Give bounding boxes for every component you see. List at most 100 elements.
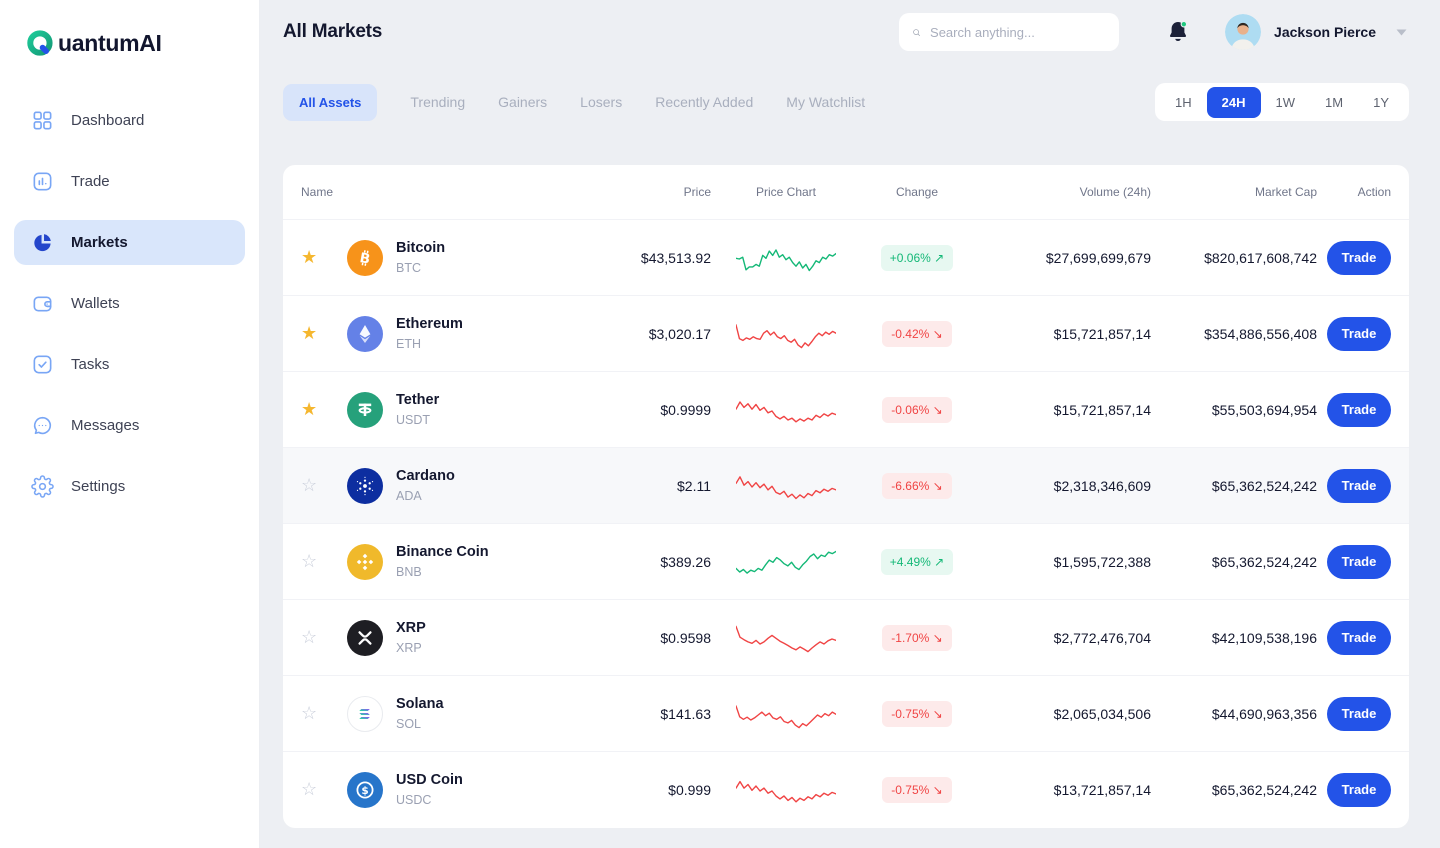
price-sparkline (711, 388, 861, 432)
coin-name: Bitcoin (396, 240, 446, 256)
column-header-name: Name (301, 185, 334, 199)
svg-text:B: B (358, 250, 371, 268)
time-filter-1h[interactable]: 1H (1160, 87, 1207, 118)
svg-text:$: $ (361, 784, 368, 796)
favorite-star-icon[interactable]: ☆ (301, 626, 318, 647)
sidebar-item-messages[interactable]: Messages (14, 403, 245, 448)
table-row[interactable]: ☆ Solana SOL $141.63 -0.75% ↘ $2,065,034… (283, 675, 1409, 751)
price-value: $0.9999 (660, 401, 711, 418)
price-sparkline (711, 540, 861, 584)
favorite-star-icon[interactable]: ★ (301, 322, 318, 343)
sidebar-item-label: Markets (71, 234, 128, 251)
market-cap-value: $65,362,524,242 (1211, 781, 1317, 798)
table-row[interactable]: ★ B Bitcoin BTC $43,513.92 +0.06% ↗ $27,… (283, 219, 1409, 295)
solana-icon (347, 695, 383, 732)
volume-value: $15,721,857,14 (1053, 325, 1151, 342)
tasks-icon (33, 355, 52, 374)
market-cap-value: $42,109,538,196 (1211, 629, 1317, 646)
price-value: $0.999 (668, 781, 711, 798)
table-row[interactable]: ☆ Cardano ADA $2.11 -6.66% ↘ $2,318,346,… (283, 447, 1409, 523)
tab-trending[interactable]: Trending (410, 94, 466, 110)
avatar (1225, 14, 1262, 50)
cardano-icon (347, 467, 383, 504)
tab-all-assets[interactable]: All Assets (283, 83, 378, 121)
table-row[interactable]: ☆ $ USD Coin USDC $0.999 -0.75% ↘ $13,72… (283, 751, 1409, 827)
change-badge: -0.42% ↘ (882, 320, 952, 347)
market-cap-value: $65,362,524,242 (1211, 477, 1317, 494)
time-filter-group: 1H 24H 1W 1M 1Y (1155, 83, 1409, 121)
price-sparkline (711, 692, 861, 736)
table-row[interactable]: ☆ Binance Coin BNB $389.26 +4.49% ↗ $1,5… (283, 523, 1409, 599)
favorite-star-icon[interactable]: ★ (301, 246, 318, 267)
column-header-market-cap: Market Cap (1254, 185, 1317, 199)
column-header-price-chart: Price Chart (755, 185, 817, 199)
time-filter-24h[interactable]: 24H (1206, 86, 1261, 118)
change-badge: -0.06% ↘ (882, 396, 952, 423)
trade-button[interactable]: Trade (1327, 468, 1391, 503)
coin-symbol: BNB (396, 565, 422, 579)
trade-button[interactable]: Trade (1327, 392, 1391, 427)
dashboard-icon (33, 111, 52, 130)
search-input[interactable] (930, 24, 1107, 40)
notifications-button[interactable] (1165, 19, 1191, 45)
tab-my-watchlist[interactable]: My Watchlist (786, 94, 866, 110)
settings-gear-icon (31, 475, 54, 498)
main-content: All Markets (260, 0, 1440, 848)
trade-button[interactable]: Trade (1327, 696, 1391, 731)
time-filter-1m[interactable]: 1M (1310, 87, 1358, 118)
user-menu[interactable]: Jackson Pierce (1225, 14, 1409, 50)
time-filter-1w[interactable]: 1W (1261, 87, 1311, 118)
trade-button[interactable]: Trade (1327, 316, 1391, 351)
change-badge: -6.66% ↘ (882, 472, 952, 499)
markets-pie-icon (34, 234, 51, 252)
tab-losers[interactable]: Losers (580, 94, 623, 110)
favorite-star-icon[interactable]: ★ (301, 398, 318, 419)
price-value: $2.11 (677, 477, 711, 494)
xrp-icon (347, 619, 383, 656)
sidebar-item-markets[interactable]: Markets (14, 220, 245, 265)
price-sparkline (711, 616, 861, 660)
brand-name: uantumAI (58, 29, 162, 56)
price-sparkline (711, 236, 861, 280)
sidebar-item-tasks[interactable]: Tasks (14, 342, 245, 387)
coin-symbol: SOL (396, 717, 422, 731)
coin-symbol: XRP (396, 641, 422, 655)
coin-name: Binance Coin (396, 544, 489, 560)
brand-logo: uantumAI (0, 26, 259, 60)
usdc-icon: $ (347, 771, 383, 808)
market-cap-value: $820,617,608,742 (1204, 249, 1317, 266)
coin-name: Tether (396, 392, 440, 408)
table-header: Name Price Price Chart Change Volume (24… (283, 165, 1409, 219)
favorite-star-icon[interactable]: ☆ (301, 550, 318, 571)
sidebar-item-label: Dashboard (71, 112, 145, 129)
trade-button[interactable]: Trade (1327, 240, 1391, 275)
trade-button[interactable]: Trade (1327, 772, 1391, 807)
table-row[interactable]: ☆ XRP XRP $0.9598 -1.70% ↘ $2,772,476,70… (283, 599, 1409, 675)
sidebar-item-settings[interactable]: Settings (14, 464, 245, 509)
trade-button[interactable]: Trade (1327, 544, 1391, 579)
coin-name: XRP (396, 620, 426, 636)
favorite-star-icon[interactable]: ☆ (301, 474, 318, 495)
price-value: $141.63 (660, 705, 711, 722)
volume-value: $1,595,722,388 (1053, 553, 1151, 570)
filter-row: All Assets Trending Gainers Losers Recen… (283, 83, 1409, 121)
trade-button[interactable]: Trade (1327, 620, 1391, 655)
sidebar-item-label: Messages (71, 417, 140, 434)
quantumai-q-icon (27, 30, 53, 56)
sidebar-item-trade[interactable]: Trade (14, 159, 245, 204)
table-row[interactable]: ★ Ethereum ETH $3,020.17 -0.42% ↘ $15,72… (283, 295, 1409, 371)
table-body: ★ B Bitcoin BTC $43,513.92 +0.06% ↗ $27,… (283, 219, 1409, 827)
tab-gainers[interactable]: Gainers (498, 94, 548, 110)
coin-symbol: USDT (396, 413, 431, 427)
favorite-star-icon[interactable]: ☆ (301, 702, 318, 723)
tab-recently-added[interactable]: Recently Added (655, 94, 754, 110)
ethereum-icon (347, 315, 383, 352)
sidebar-item-wallets[interactable]: Wallets (14, 281, 245, 326)
sidebar-item-dashboard[interactable]: Dashboard (14, 98, 245, 143)
table-row[interactable]: ★ Tether USDT $0.9999 -0.06% ↘ $15,721,8… (283, 371, 1409, 447)
price-value: $389.26 (660, 553, 711, 570)
sidebar-item-label: Settings (71, 478, 126, 495)
time-filter-1y[interactable]: 1Y (1358, 87, 1404, 118)
favorite-star-icon[interactable]: ☆ (301, 778, 318, 799)
